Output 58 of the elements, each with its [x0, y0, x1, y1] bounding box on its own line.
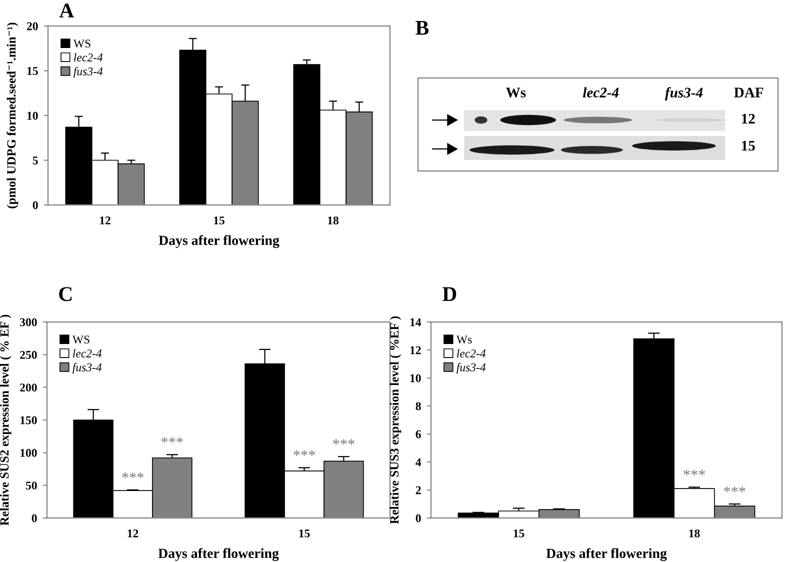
legend-label: fus3-4 [72, 362, 102, 374]
legend-label: lec2-4 [457, 349, 486, 358]
x-tick-label: 15 [214, 216, 224, 224]
y-axis-title: Relative SUS3 expression level ( %EF ) [390, 316, 402, 524]
y-tick-label: 0 [32, 514, 37, 522]
chart-title: A [59, 4, 74, 18]
text: 15 [742, 140, 755, 151]
y-tick-label: 50 [26, 482, 37, 490]
annotation: *** [294, 450, 315, 456]
annotation: *** [332, 439, 354, 445]
y-tick-label: 10 [410, 374, 421, 382]
y-tick-label: 100 [20, 448, 37, 457]
x-tick-label: 12 [100, 216, 110, 224]
y-tick-label: 8 [416, 402, 421, 410]
legend-label: lec2-4 [74, 53, 103, 62]
y-tick-label: 2 [416, 486, 421, 494]
text: 12 [742, 114, 755, 124]
text: B [416, 21, 429, 35]
y-tick-label: 12 [410, 346, 421, 354]
annotation: *** [724, 486, 746, 492]
text: fus3-4 [665, 87, 703, 100]
y-tick-label: 6 [416, 430, 421, 438]
y-tick-label: 14 [410, 318, 422, 326]
legend-label: WS [72, 336, 90, 344]
legend-label: WS [73, 40, 90, 48]
x-tick-label: 15 [299, 530, 310, 538]
annotation: *** [161, 437, 183, 443]
x-tick-label: 15 [514, 530, 524, 538]
y-tick-label: 15 [27, 67, 38, 75]
legend-label: Ws [456, 336, 472, 344]
text: Ws [506, 88, 526, 98]
y-tick-label: 300 [20, 318, 37, 326]
text: lec2-4 [582, 87, 619, 98]
y-tick-label: 150 [20, 416, 37, 424]
legend-label: fus3-4 [74, 66, 103, 78]
x-axis-title: Days after flowering [158, 548, 279, 561]
y-tick-label: 20 [26, 22, 38, 30]
y-tick-label: 5 [32, 156, 38, 164]
y-axis-title: (pmol UDPG formed.seed⁻¹.min⁻¹) [6, 22, 18, 208]
legend-label: lec2-4 [73, 349, 102, 358]
x-tick-label: 18 [328, 216, 339, 224]
x-axis-title: Days after flowering [158, 235, 280, 248]
text: DAF [734, 88, 764, 98]
chart-title: C [59, 287, 72, 302]
y-axis-title: Relative SUS2 expression level ( % EF ) [0, 314, 12, 526]
y-tick-label: 0 [416, 514, 421, 522]
y-tick-label: 10 [27, 112, 38, 120]
annotation: *** [684, 470, 705, 476]
y-tick-label: 200 [20, 384, 37, 392]
x-tick-label: 18 [689, 529, 700, 538]
x-axis-title: Days after flowering [546, 548, 667, 561]
legend-label: fus3-4 [456, 362, 486, 374]
chart-title: D [442, 287, 456, 301]
x-tick-label: 12 [128, 529, 138, 538]
y-tick-label: 4 [416, 458, 422, 466]
y-tick-label: 250 [20, 350, 37, 359]
annotation: *** [122, 472, 144, 478]
y-tick-label: 0 [32, 201, 38, 210]
